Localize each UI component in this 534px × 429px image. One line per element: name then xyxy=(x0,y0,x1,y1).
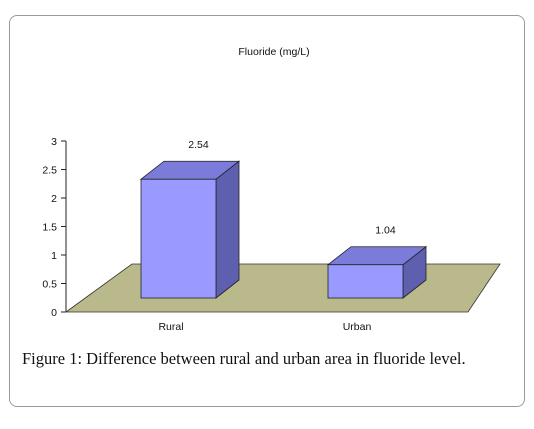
y-tick-label: 1.5 xyxy=(42,222,57,234)
y-tick-label: 0 xyxy=(51,307,57,319)
y-tick-label: 3 xyxy=(51,136,57,148)
category-labels: Rural Urban xyxy=(158,321,371,333)
y-axis: 0 0.5 1 1.5 2 2.5 3 xyxy=(42,136,67,319)
y-tick-label: 0.5 xyxy=(42,279,57,291)
caption-text: Difference between rural and urban area … xyxy=(82,349,466,368)
bars xyxy=(139,160,428,299)
category-label-rural: Rural xyxy=(158,321,183,333)
figure-caption: Figure 1: Difference between rural and u… xyxy=(22,349,522,369)
bar-side-rural xyxy=(215,160,240,299)
chart-floor xyxy=(64,263,501,313)
y-tick-label: 2 xyxy=(51,193,57,205)
chart-title: Fluoride (mg/L) xyxy=(238,46,309,58)
figure-frame xyxy=(9,15,525,407)
y-tick-label: 2.5 xyxy=(42,165,57,177)
data-labels: 2.54 1.04 xyxy=(188,139,396,237)
data-label-rural: 2.54 xyxy=(188,139,209,151)
category-label-urban: Urban xyxy=(343,321,372,333)
y-tick-label: 1 xyxy=(51,250,57,262)
bar-urban xyxy=(327,264,404,299)
chart-svg: Fluoride (mg/L) 0 0.5 1 1.5 2 2.5 3 2.54 1.04 R… xyxy=(42,46,501,333)
caption-label: Figure 1: xyxy=(22,349,83,368)
bar-rural xyxy=(140,178,217,299)
data-label-urban: 1.04 xyxy=(375,225,396,237)
